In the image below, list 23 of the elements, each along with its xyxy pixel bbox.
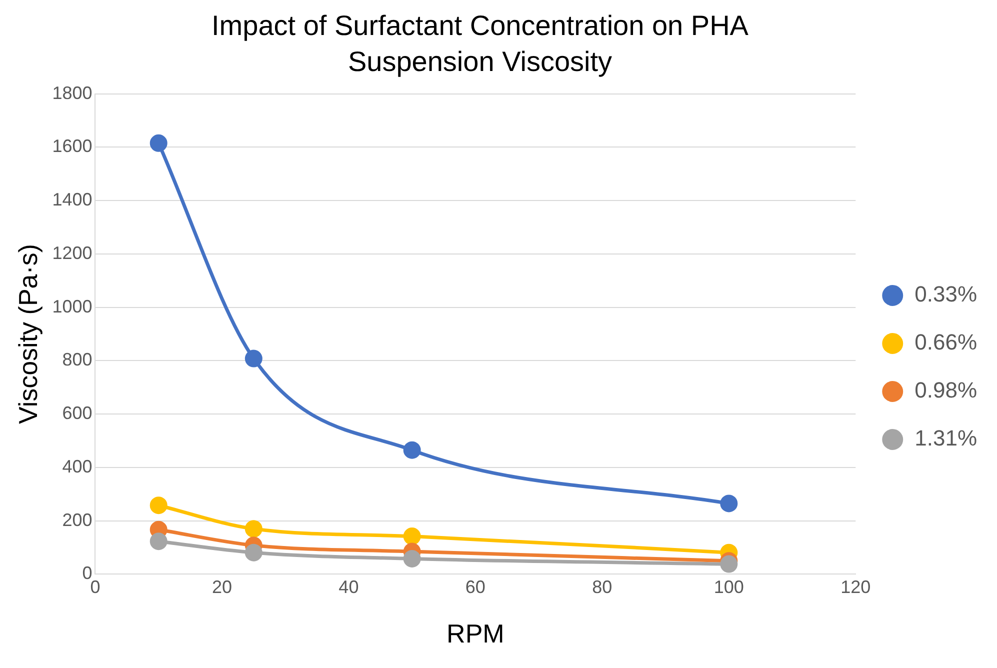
y-tick-label: 1800 — [52, 82, 92, 103]
y-tick-label: 1400 — [52, 190, 92, 210]
y-axis-title: Viscosity (Pa·s) — [12, 244, 43, 424]
y-tick-label: 200 — [62, 510, 92, 530]
y-tick-label: 1000 — [52, 296, 92, 316]
x-tick-label: 40 — [338, 576, 359, 597]
y-tick-label: 400 — [62, 456, 92, 476]
legend-label: 0.98% — [914, 378, 978, 403]
legend-label: 0.66% — [914, 330, 978, 355]
x-tick-label: 20 — [212, 576, 232, 597]
y-tick-label: 1600 — [52, 136, 92, 156]
y-tick-label: 1200 — [52, 242, 92, 263]
y-tick-label: 0 — [82, 563, 92, 584]
x-tick-label: 120 — [840, 576, 871, 597]
x-tick-label: 60 — [465, 576, 486, 597]
chart-title: Impact of Surfactant Concentration on PHA Suspension Viscosity — [210, 9, 750, 79]
x-tick-label: 100 — [714, 576, 744, 597]
x-tick-label: 80 — [592, 576, 612, 597]
x-axis-title: RPM — [446, 618, 504, 649]
y-tick-label: 800 — [62, 350, 92, 370]
legend-label: 0.33% — [914, 282, 978, 307]
y-tick-label: 600 — [62, 403, 92, 424]
legend-label: 1.31% — [914, 426, 978, 451]
